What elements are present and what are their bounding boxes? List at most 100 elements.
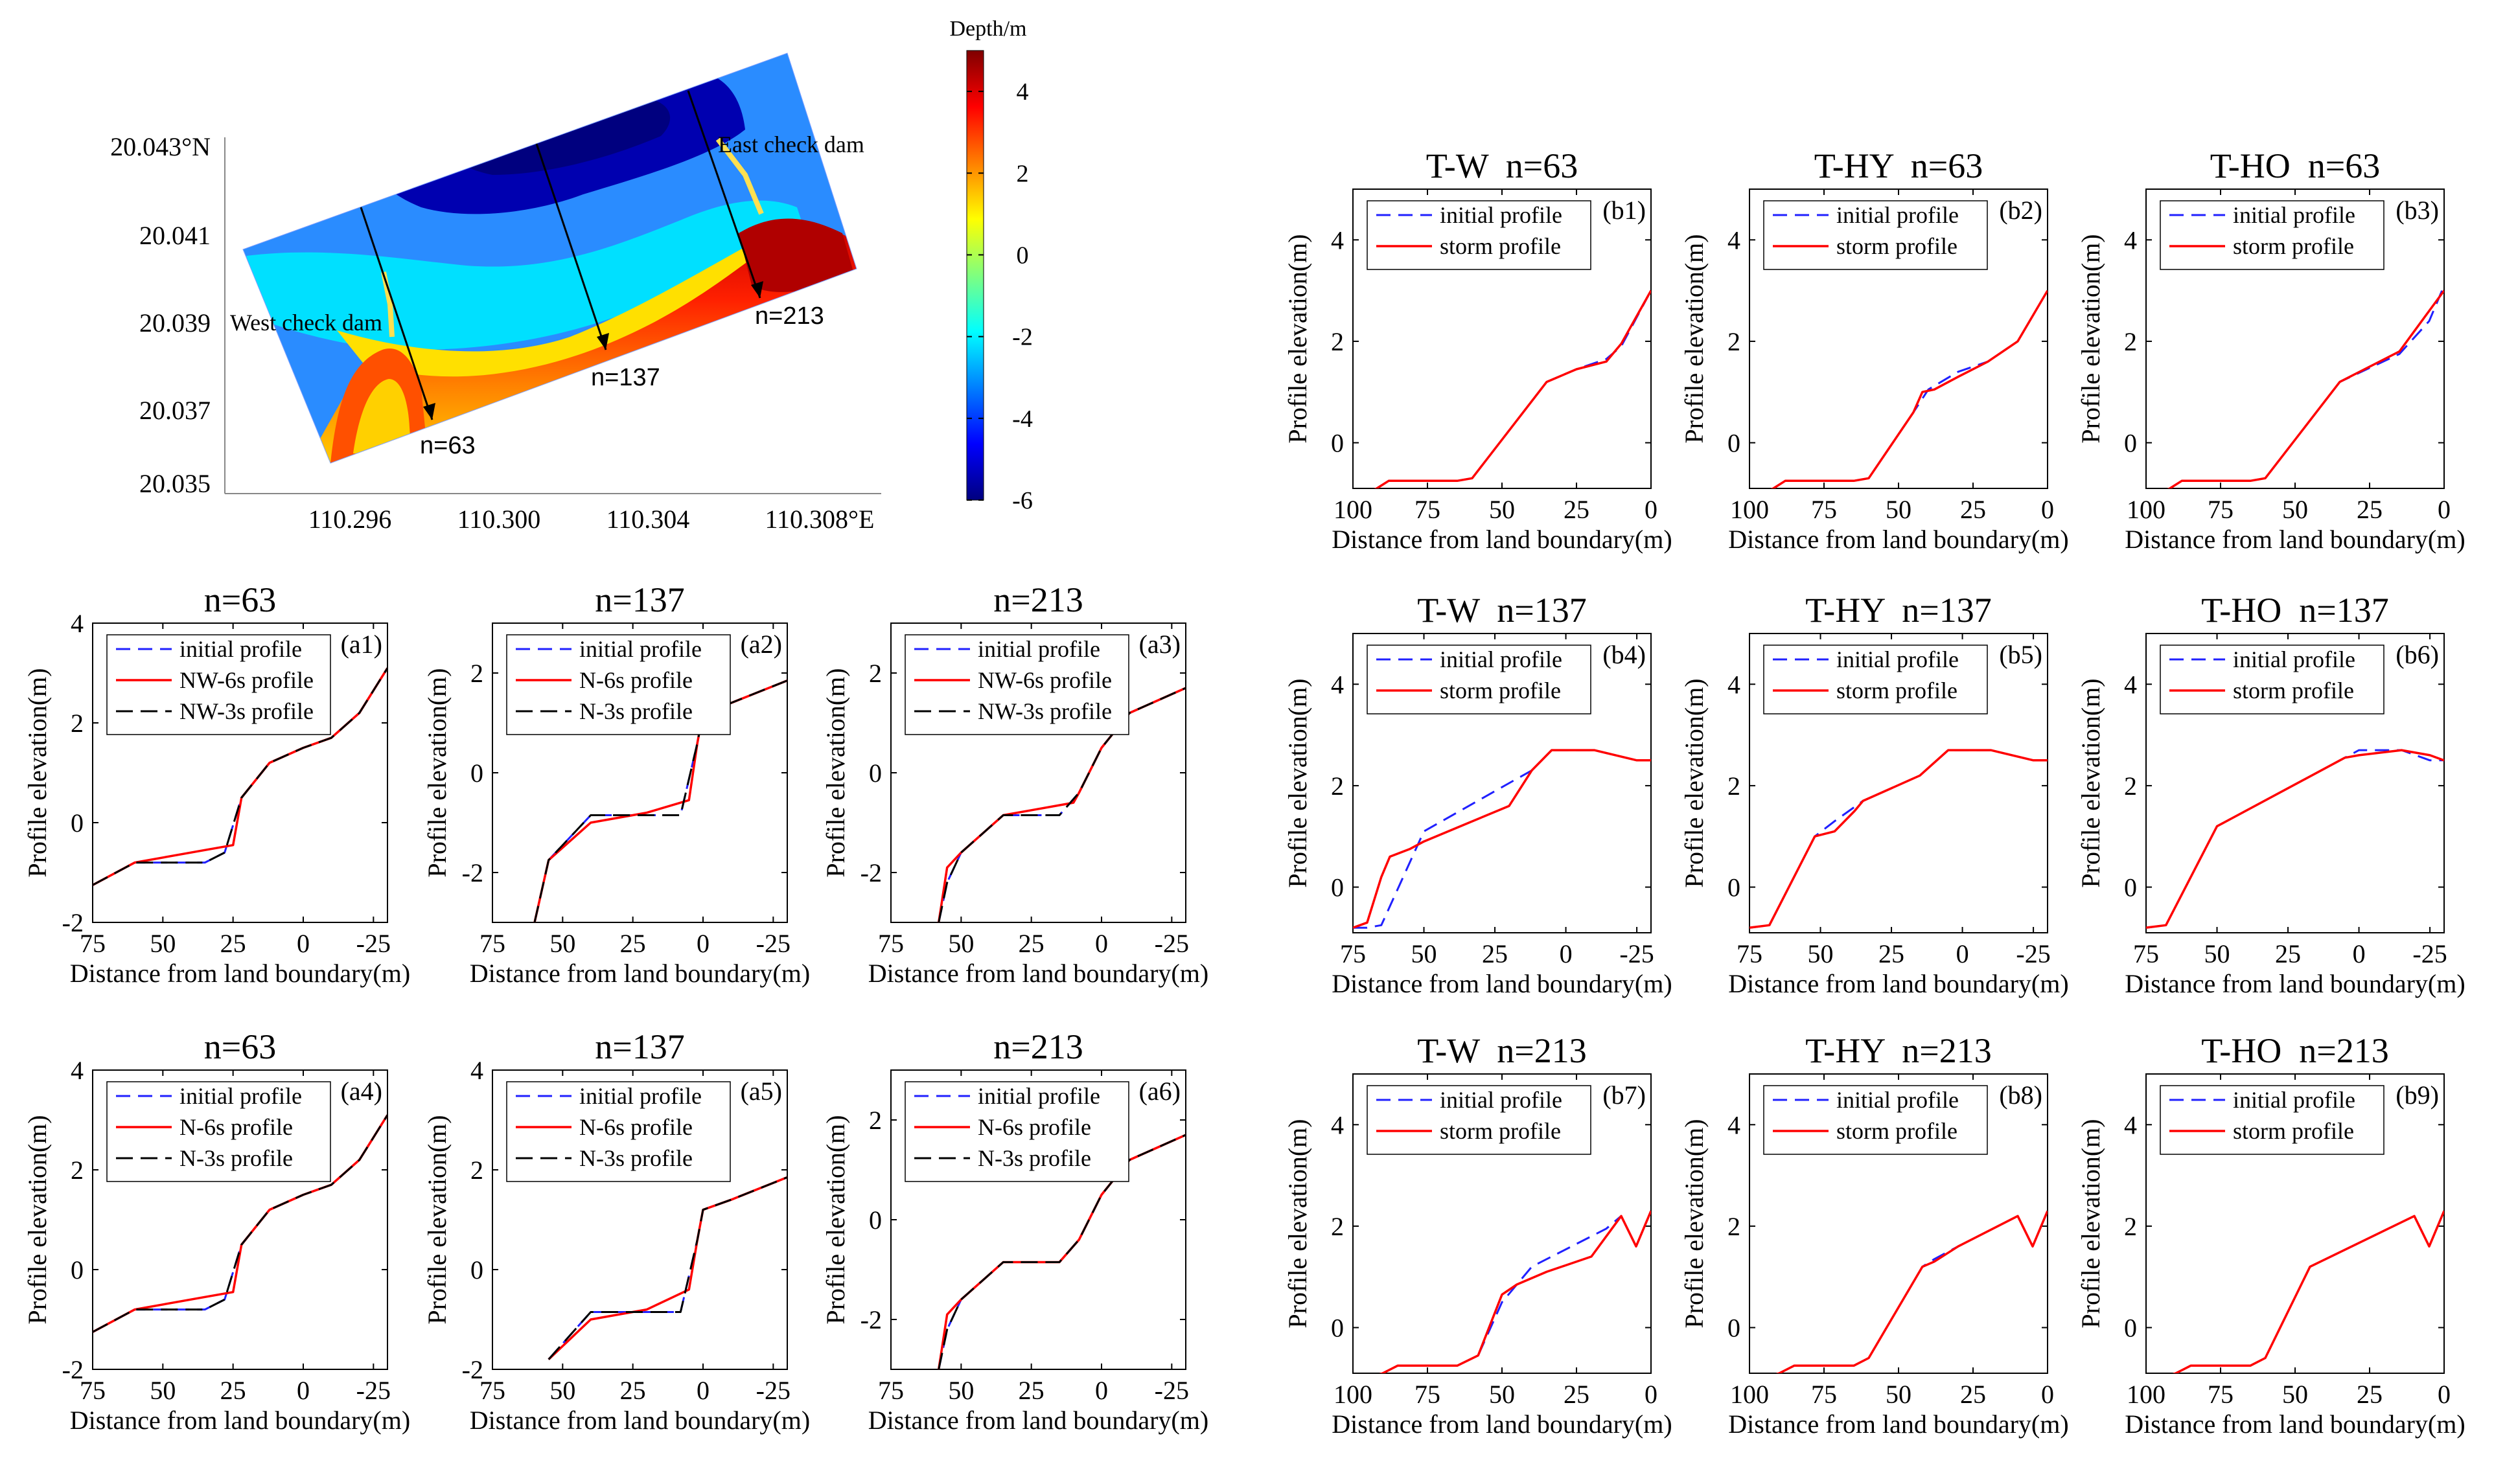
y-tick-label: 0 <box>869 759 882 788</box>
series-line-blue-dash <box>2167 285 2444 488</box>
legend-label: initial profile <box>1440 1087 1562 1113</box>
series-line-black-dash <box>93 667 387 886</box>
x-tick-label: 75 <box>2208 495 2234 524</box>
x-tick-label: 0 <box>2353 939 2366 968</box>
x-tick-label: 50 <box>2282 1380 2308 1409</box>
x-tick-label: 0 <box>1645 495 1657 524</box>
x-tick-label: 75 <box>1414 495 1440 524</box>
y-tick-label: 2 <box>869 659 882 688</box>
series-group <box>1749 749 2048 929</box>
x-tick-label: 25 <box>1019 1376 1045 1405</box>
x-tick-label: 25 <box>1960 495 1986 524</box>
y-tick-label: 2 <box>2124 327 2137 356</box>
legend-label: initial profile <box>1440 646 1562 672</box>
legend-label: NW-6s profile <box>978 667 1112 693</box>
colorbar-title: Depth/m <box>950 17 1027 41</box>
y-tick-label: -2 <box>62 1355 84 1384</box>
west-lobe-inner <box>353 379 411 453</box>
legend-box <box>106 634 331 735</box>
legend-label: N-6s profile <box>179 1114 293 1140</box>
x-tick-label: 50 <box>1808 939 1834 968</box>
y-tick-label: 0 <box>71 1255 84 1284</box>
transect-n63 <box>360 207 433 420</box>
y-tick-label: 4 <box>470 1056 483 1085</box>
chart-title: n=213 <box>993 1027 1083 1066</box>
x-tick-label: 100 <box>1730 1380 1769 1409</box>
chart-title: T-HO n=213 <box>2201 1031 2388 1070</box>
panel-tag: (a5) <box>741 1077 782 1106</box>
series-line-red <box>2172 1210 2444 1373</box>
y-tick-label: -2 <box>860 1305 882 1334</box>
chart-panel-b9: T-HO n=213 100 75 50 25 0 0 2 4 Distance from lan… <box>2076 1031 2465 1439</box>
legend-box <box>506 1081 731 1182</box>
x-tick-label: 25 <box>1482 939 1508 968</box>
chart-panel-b7: T-W n=213 100 75 50 25 0 0 2 4 Distance from land… <box>1283 1031 1672 1439</box>
x-axis-label: Distance from land boundary(m) <box>70 1406 410 1435</box>
legend-label: initial profile <box>1836 646 1959 672</box>
colorbar-ticks: 4 2 0 -2 -4 -6 <box>967 78 1033 514</box>
lat-ticks: 20.043°N 20.041 20.039 20.037 20.035 <box>110 132 211 498</box>
colorbar-tick-label: -6 <box>1012 487 1033 514</box>
legend-box <box>1367 1085 1591 1155</box>
x-tick-label: 25 <box>2275 939 2301 968</box>
x-tick-label: 25 <box>1960 1380 1986 1409</box>
legend-box <box>905 1081 1129 1182</box>
x-tick-label: 25 <box>620 929 646 958</box>
legend-box <box>2160 200 2384 270</box>
x-axis-label: Distance from land boundary(m) <box>2125 969 2465 998</box>
chart-panel-a3: n=213 75 50 25 0 -25 -2 0 2 Distance from land bo… <box>821 580 1208 988</box>
x-tick-label: 0 <box>2041 1380 2054 1409</box>
x-tick-label: 25 <box>1878 939 1904 968</box>
y-tick-label: 4 <box>71 609 84 638</box>
legend-label: initial profile <box>579 636 702 662</box>
legend-label: storm profile <box>1836 678 1957 703</box>
series-line-red <box>2146 749 2444 929</box>
arrowhead-n63 <box>423 403 435 420</box>
high-ground <box>739 218 855 292</box>
series-line-blue-dash <box>1776 1210 2048 1373</box>
y-axis-label: Profile elevation(m) <box>1680 234 1709 443</box>
transect-n213 <box>687 90 761 299</box>
y-tick-label: 0 <box>2124 873 2137 902</box>
x-tick-label: 50 <box>549 1376 575 1405</box>
transect-lines <box>360 90 761 420</box>
x-tick-label: 50 <box>948 1376 974 1405</box>
legend-label: initial profile <box>978 636 1100 662</box>
legend-box <box>1763 645 1988 714</box>
y-tick-label: 0 <box>470 759 483 788</box>
y-tick-label: 2 <box>470 659 483 688</box>
x-axis-label: Distance from land boundary(m) <box>1332 969 1672 998</box>
x-tick-label: 75 <box>1414 1380 1440 1409</box>
y-axis-label: Profile elevation(m) <box>1283 1119 1312 1328</box>
y-tick-label: 2 <box>1727 1212 1740 1241</box>
legend-label: N-3s profile <box>179 1145 293 1171</box>
x-tick-label: 50 <box>549 929 575 958</box>
colorbar-tick-label: -2 <box>1012 324 1033 351</box>
series-line-black-dash <box>938 1134 1186 1369</box>
chart-panel-a2: n=137 75 50 25 0 -25 -2 0 2 Distance from land bo… <box>422 580 810 988</box>
panel-tag: (b6) <box>2396 640 2439 669</box>
arrowhead-n137 <box>597 333 609 350</box>
legend-label: NW-3s profile <box>978 698 1112 724</box>
x-tick-label: 25 <box>2357 1380 2383 1409</box>
series-line-black-dash <box>93 1114 387 1333</box>
x-tick-label: 100 <box>1334 495 1372 524</box>
legend-box <box>1367 645 1591 714</box>
series-line-red <box>548 1176 787 1360</box>
y-tick-label: 4 <box>1727 1110 1740 1139</box>
legend-label: N-6s profile <box>579 1114 693 1140</box>
x-tick-label: 25 <box>620 1376 646 1405</box>
y-axis-label: Profile elevation(m) <box>2076 678 2105 887</box>
x-tick-label: 75 <box>878 929 904 958</box>
series-group <box>1775 1210 2048 1373</box>
legend-label: initial profile <box>1836 1087 1959 1113</box>
chart-title: T-W n=213 <box>1417 1031 1586 1070</box>
x-tick-label: 75 <box>479 1376 505 1405</box>
y-tick-label: -2 <box>462 858 483 887</box>
x-axis-label: Distance from land boundary(m) <box>1728 969 2068 998</box>
x-tick-label: 25 <box>220 929 246 958</box>
y-axis-label: Profile elevation(m) <box>2076 234 2105 443</box>
lon-tick-label: 110.296 <box>308 505 392 534</box>
y-tick-label: 4 <box>1331 670 1344 699</box>
